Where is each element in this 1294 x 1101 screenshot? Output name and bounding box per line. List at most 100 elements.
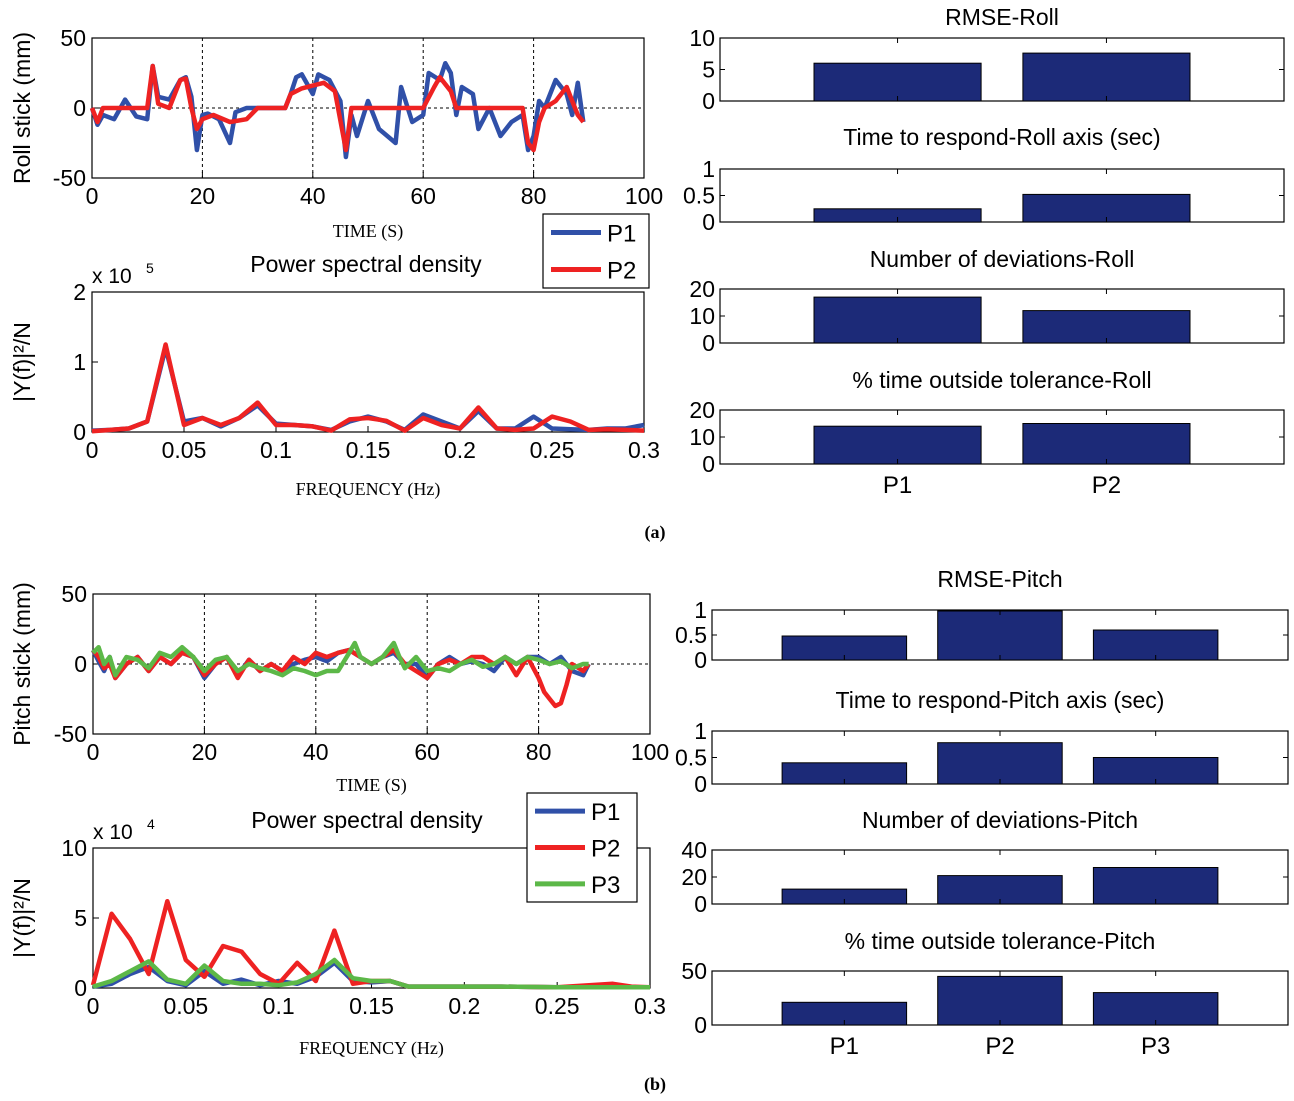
b-pitch-psd-legend-label-p3: P3 xyxy=(591,872,620,899)
b-pitch-psd-xtick-label-5: 0.25 xyxy=(535,993,580,1019)
a-tolerance-roll-axes-box xyxy=(719,409,1285,465)
b-deviations-pitch-ytick-label-1: 20 xyxy=(681,864,707,890)
b-tolerance-pitch-title: % time outside tolerance-Pitch xyxy=(845,928,1156,954)
a-roll-psd-y-multiplier: x 10 xyxy=(92,265,132,288)
b-tolerance-pitch-ytick-label-1: 50 xyxy=(681,958,707,984)
b-pitch-psd-title: Power spectral density xyxy=(251,807,483,833)
b-rmse-pitch-ytick-label-2: 1 xyxy=(694,597,707,623)
b-pitch-psd-ytick-label-2: 10 xyxy=(61,835,87,861)
a-rmse-roll-axes-box xyxy=(719,37,1285,102)
a-roll-time-xtick-label-1: 20 xyxy=(190,183,216,209)
a-tolerance-roll-xtick-label-p1: P1 xyxy=(883,472,912,499)
a-roll-psd-xtick-label-3: 0.15 xyxy=(346,437,391,463)
b-pitch-psd-ytick-label-1: 5 xyxy=(74,905,87,931)
b-pitch-psd-xtick-label-1: 0.05 xyxy=(163,993,208,1019)
a-deviations-roll-ytick-label-0: 0 xyxy=(702,330,715,356)
a-roll-time-ytick-label-0: -50 xyxy=(53,165,86,191)
a-rmse-roll-title: RMSE-Roll xyxy=(945,4,1059,30)
a-roll-time-legend-label-p1: P1 xyxy=(607,221,636,248)
a-roll-time-ytick-label-1: 0 xyxy=(73,95,86,121)
b-pitch-psd-xtick-label-0: 0 xyxy=(87,993,100,1019)
a-tolerance-roll-bar-p1 xyxy=(813,425,982,465)
a-roll-time-legend-box xyxy=(542,213,650,289)
a-roll-psd-xtick-label-1: 0.05 xyxy=(162,437,207,463)
b-respond-pitch-ytick-label-0: 0 xyxy=(694,771,707,797)
a-deviations-roll-ytick-label-1: 10 xyxy=(689,303,715,329)
a-roll-psd-xtick-label-2: 0.1 xyxy=(260,437,292,463)
b-respond-pitch-bar-p2 xyxy=(937,742,1063,785)
a-roll-psd-xtick-label-4: 0.2 xyxy=(444,437,476,463)
a-respond-roll-ytick-label-1: 0.5 xyxy=(683,183,715,209)
b-deviations-pitch-title: Number of deviations-Pitch xyxy=(862,807,1138,833)
a-roll-psd-axes-box xyxy=(91,291,645,433)
b-tolerance-pitch-xtick-label-p2: P2 xyxy=(985,1033,1014,1060)
b-pitch-psd-xtick-label-6: 0.3 xyxy=(634,993,666,1019)
a-roll-time-ylabel: Roll stick (mm) xyxy=(9,32,35,184)
b-pitch-psd-xtick-label-3: 0.15 xyxy=(349,993,394,1019)
b-tolerance-pitch-ytick-label-0: 0 xyxy=(694,1012,707,1038)
a-roll-psd-xtick-label-0: 0 xyxy=(86,437,99,463)
b-pitch-time-xtick-label-1: 20 xyxy=(192,739,218,765)
b-pitch-time-ytick-label-2: 50 xyxy=(61,581,87,607)
b-pitch-psd-ylabel: |Y(f)|²/N xyxy=(9,878,35,958)
b-respond-pitch-ytick-label-2: 1 xyxy=(694,718,707,744)
a-deviations-roll-ytick-label-2: 20 xyxy=(689,276,715,302)
a-deviations-roll-bar-p2 xyxy=(1022,310,1191,344)
b-pitch-time-xtick-label-3: 60 xyxy=(414,739,440,765)
a-roll-psd-ylabel: |Y(f)|²/N xyxy=(9,322,35,402)
a-roll-time-xtick-label-0: 0 xyxy=(86,183,99,209)
a-tolerance-roll-ytick-label-2: 20 xyxy=(689,397,715,423)
a-roll-psd-xtick-label-6: 0.3 xyxy=(628,437,660,463)
caption-a: (a) xyxy=(645,522,666,543)
b-pitch-time-ytick-label-1: 0 xyxy=(74,651,87,677)
b-rmse-pitch-title: RMSE-Pitch xyxy=(937,566,1062,592)
a-roll-psd-xtick-label-5: 0.25 xyxy=(530,437,575,463)
a-tolerance-roll-ytick-label-1: 10 xyxy=(689,424,715,450)
a-roll-time-xtick-label-4: 80 xyxy=(521,183,547,209)
a-roll-psd-title: Power spectral density xyxy=(250,251,482,277)
a-respond-roll-title: Time to respond-Roll axis (sec) xyxy=(843,124,1160,150)
b-pitch-psd-xlabel: FREQUENCY (Hz) xyxy=(299,1038,444,1059)
b-tolerance-pitch-xtick-label-p3: P3 xyxy=(1141,1033,1170,1060)
a-rmse-roll-ytick-label-2: 10 xyxy=(689,25,715,51)
a-roll-psd-ytick-label-2: 2 xyxy=(73,279,86,305)
b-pitch-time-xtick-label-2: 40 xyxy=(303,739,329,765)
a-deviations-roll-title: Number of deviations-Roll xyxy=(870,246,1135,272)
b-rmse-pitch-bar-p2 xyxy=(937,610,1063,661)
a-roll-psd-xlabel: FREQUENCY (Hz) xyxy=(296,479,441,500)
b-deviations-pitch-ytick-label-0: 0 xyxy=(694,891,707,917)
b-tolerance-pitch-bar-p3 xyxy=(1092,992,1219,1026)
b-tolerance-pitch-xtick-label-p1: P1 xyxy=(830,1033,859,1060)
a-roll-time-series-p2-line xyxy=(89,63,586,153)
b-pitch-psd-series-p3-line xyxy=(92,957,650,990)
b-pitch-time-ylabel: Pitch stick (mm) xyxy=(9,582,35,746)
b-pitch-psd-xtick-label-2: 0.1 xyxy=(263,993,295,1019)
b-pitch-time-series-p3-line xyxy=(91,640,589,678)
a-tolerance-roll-ytick-label-0: 0 xyxy=(702,451,715,477)
b-tolerance-pitch-bar-p2 xyxy=(937,975,1063,1026)
a-respond-roll-ytick-label-0: 0 xyxy=(702,209,715,235)
a-roll-time-ytick-label-2: 50 xyxy=(60,25,86,51)
b-pitch-psd-y-multiplier-exponent: 4 xyxy=(147,816,155,832)
b-pitch-psd-xtick-label-4: 0.2 xyxy=(448,993,480,1019)
b-pitch-time-xtick-label-0: 0 xyxy=(87,739,100,765)
b-pitch-psd-legend-label-p2: P2 xyxy=(591,836,620,863)
a-roll-time-xtick-label-2: 40 xyxy=(300,183,326,209)
a-roll-time-xlabel: TIME (S) xyxy=(333,221,404,242)
b-pitch-time-xtick-label-4: 80 xyxy=(526,739,552,765)
a-respond-roll-axes-box xyxy=(719,168,1285,223)
b-deviations-pitch-ytick-label-2: 40 xyxy=(681,837,707,863)
b-respond-pitch-title: Time to respond-Pitch axis (sec) xyxy=(836,687,1165,713)
a-roll-psd-ytick-label-0: 0 xyxy=(73,419,86,445)
caption-b: (b) xyxy=(644,1074,666,1095)
b-rmse-pitch-ytick-label-0: 0 xyxy=(694,647,707,673)
a-tolerance-roll-bar-p2 xyxy=(1022,423,1191,465)
a-tolerance-roll-title: % time outside tolerance-Roll xyxy=(852,367,1151,393)
a-rmse-roll-bar-p1 xyxy=(813,62,982,102)
a-rmse-roll-bar-p2 xyxy=(1022,52,1191,102)
a-roll-time-xtick-label-3: 60 xyxy=(410,183,436,209)
b-pitch-time-xtick-label-5: 100 xyxy=(631,739,669,765)
b-deviations-pitch-bar-p3 xyxy=(1092,867,1219,905)
b-pitch-psd-ytick-label-0: 0 xyxy=(74,975,87,1001)
